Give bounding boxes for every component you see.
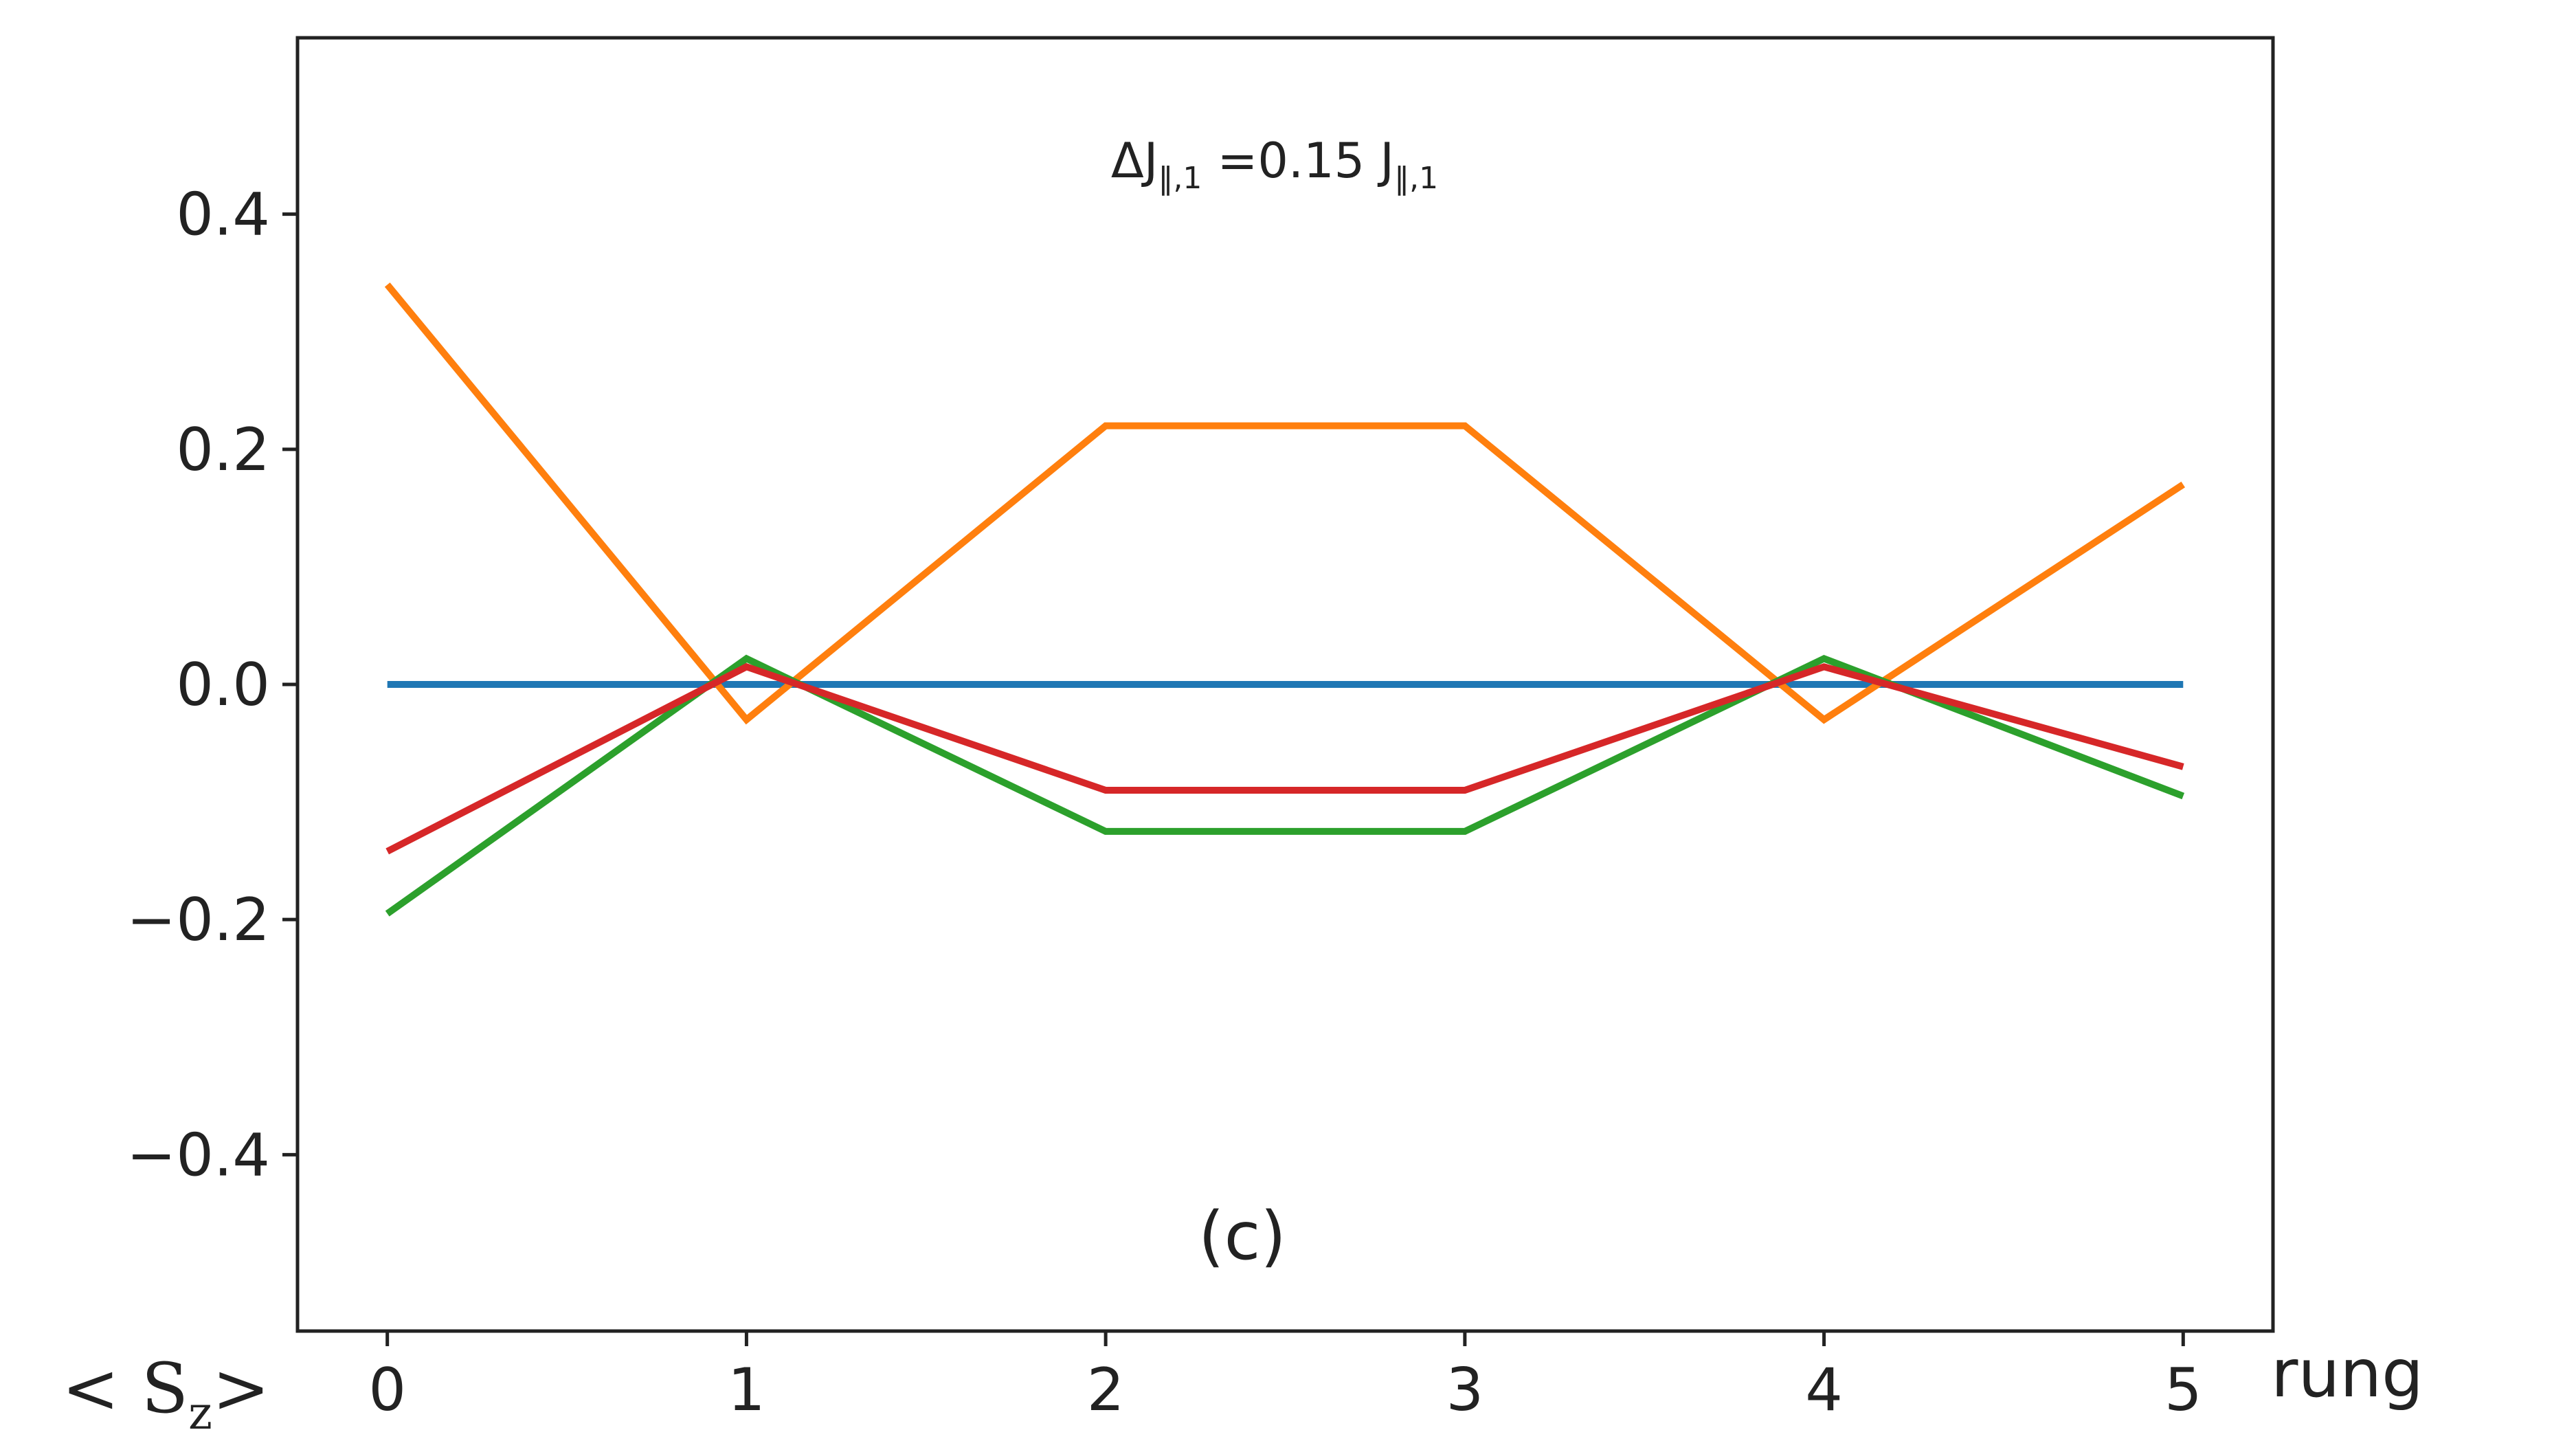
y-axis-label-subscript: z	[188, 1387, 212, 1440]
annotation-subscript-1: ‖,1	[1158, 161, 1202, 196]
series-line-3	[385, 654, 2185, 917]
series-line-4	[385, 662, 2184, 855]
series-line-2	[384, 282, 2186, 725]
annotation-text: ΔJ‖,1 =0.15 J‖,1	[1111, 133, 1438, 196]
x-axis-label: rung	[2271, 1335, 2423, 1412]
x-tick-label-1: 1	[728, 1356, 765, 1425]
annotation-prefix: ΔJ	[1111, 133, 1158, 189]
x-tick-label-0: 0	[368, 1356, 406, 1425]
x-tick-label-3: 3	[1446, 1356, 1484, 1425]
y-axis-label: < Sz>	[62, 1348, 270, 1440]
y-tick-label-0: 0.4	[176, 181, 270, 249]
x-tick-label-5: 5	[2164, 1356, 2202, 1425]
x-tick-label-4: 4	[1805, 1356, 1843, 1425]
annotation-middle: =0.15 J	[1202, 133, 1394, 189]
y-axis-label-left: < S	[62, 1348, 188, 1429]
y-axis: 0.4 0.2 0.0 −0.2 −0.4	[126, 181, 298, 1189]
series-layer	[384, 282, 2186, 917]
y-tick-label-4: −0.4	[126, 1121, 270, 1189]
y-tick-label-3: −0.2	[126, 886, 270, 954]
y-tick-label-1: 0.2	[176, 416, 270, 484]
x-tick-label-2: 2	[1087, 1356, 1125, 1425]
x-axis: 0 1 2 3 4 5	[368, 1331, 2202, 1425]
panel-label: (c)	[1198, 1198, 1286, 1275]
y-axis-label-right: >	[212, 1348, 270, 1429]
annotation-subscript-2: ‖,1	[1394, 161, 1438, 196]
y-tick-label-2: 0.0	[176, 651, 270, 719]
